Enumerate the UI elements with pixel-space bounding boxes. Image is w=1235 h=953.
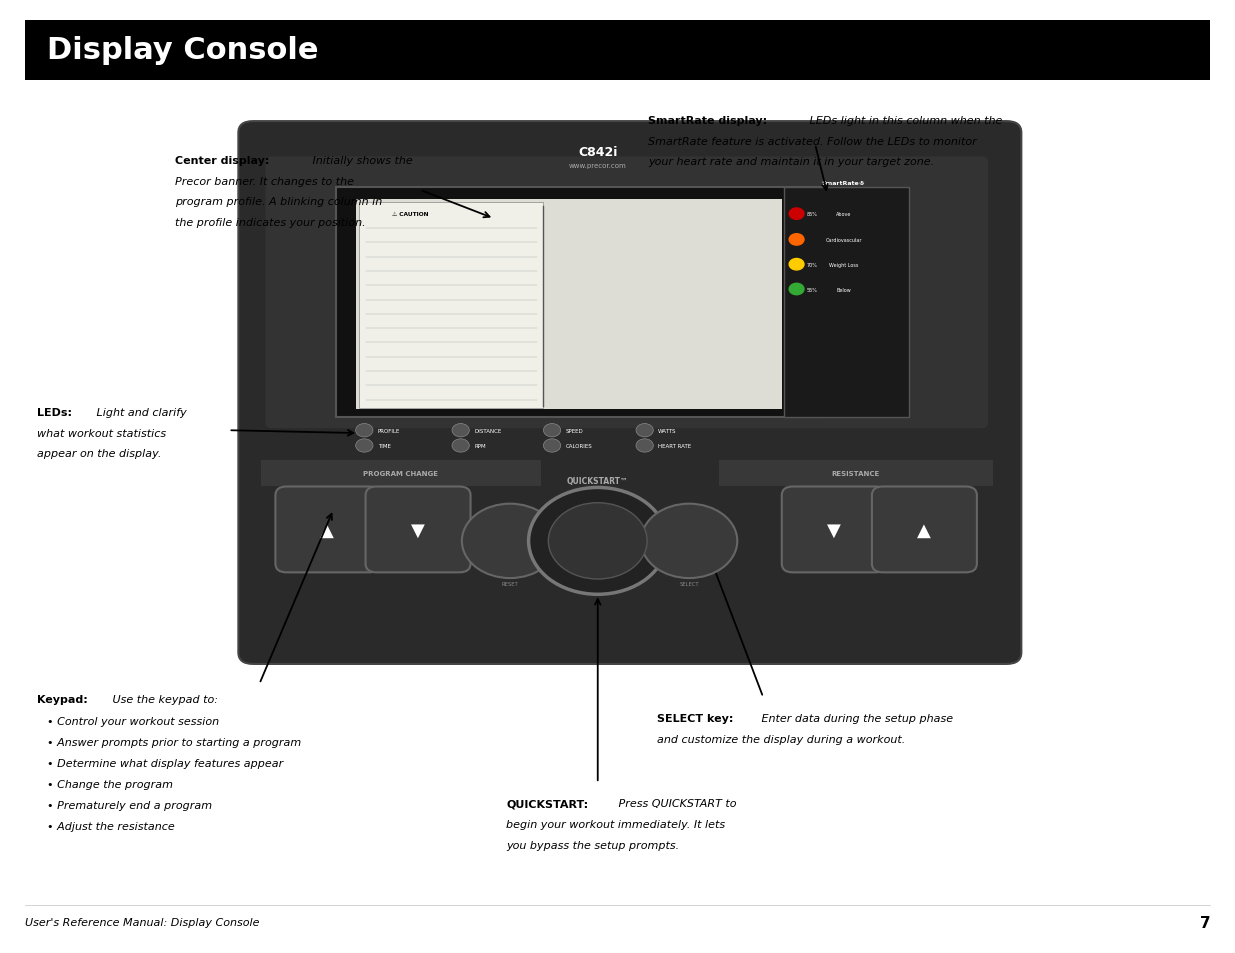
Text: 55%: 55% xyxy=(806,287,818,293)
Text: ▲: ▲ xyxy=(320,521,335,538)
FancyBboxPatch shape xyxy=(719,460,993,487)
Text: Weight Loss: Weight Loss xyxy=(829,262,858,268)
Text: Use the keypad to:: Use the keypad to: xyxy=(109,694,217,703)
Text: SmartRate display:: SmartRate display: xyxy=(648,116,767,126)
Circle shape xyxy=(356,424,373,437)
FancyBboxPatch shape xyxy=(359,203,543,409)
Text: LEDs light in this column when the: LEDs light in this column when the xyxy=(806,116,1003,126)
Circle shape xyxy=(356,439,373,453)
Text: RESISTANCE: RESISTANCE xyxy=(831,471,881,476)
Text: Above: Above xyxy=(836,212,851,217)
FancyBboxPatch shape xyxy=(356,200,782,410)
Text: begin your workout immediately. It lets: begin your workout immediately. It lets xyxy=(506,820,725,829)
Circle shape xyxy=(529,488,667,595)
Text: program profile. A blinking column in: program profile. A blinking column in xyxy=(175,197,383,207)
Circle shape xyxy=(789,259,804,271)
Text: User's Reference Manual: Display Console: User's Reference Manual: Display Console xyxy=(25,918,259,927)
Text: RESET: RESET xyxy=(500,558,520,564)
Text: RESET: RESET xyxy=(501,581,519,586)
Text: • Determine what display features appear: • Determine what display features appear xyxy=(47,759,283,768)
Text: Cardiovascular: Cardiovascular xyxy=(825,237,862,243)
Text: ▼: ▼ xyxy=(410,521,425,538)
Circle shape xyxy=(636,439,653,453)
Text: what workout statistics: what workout statistics xyxy=(37,429,167,438)
Circle shape xyxy=(543,424,561,437)
Circle shape xyxy=(452,424,469,437)
Text: SPEED: SPEED xyxy=(566,428,583,434)
FancyBboxPatch shape xyxy=(872,487,977,573)
Text: Enter data during the setup phase: Enter data during the setup phase xyxy=(758,713,953,722)
Text: SELECT: SELECT xyxy=(679,581,699,586)
Text: C842i: C842i xyxy=(578,146,618,159)
Text: • Prematurely end a program: • Prematurely end a program xyxy=(47,801,212,810)
Text: you bypass the setup prompts.: you bypass the setup prompts. xyxy=(506,841,679,850)
Text: Light and clarify: Light and clarify xyxy=(93,408,186,417)
Text: appear on the display.: appear on the display. xyxy=(37,449,162,458)
FancyBboxPatch shape xyxy=(784,188,909,417)
Text: PROGRAM CHANGE: PROGRAM CHANGE xyxy=(363,471,437,476)
FancyBboxPatch shape xyxy=(266,157,988,429)
FancyBboxPatch shape xyxy=(275,487,380,573)
Text: DISTANCE: DISTANCE xyxy=(474,428,501,434)
Text: Display Console: Display Console xyxy=(47,36,319,65)
Circle shape xyxy=(641,504,737,578)
Circle shape xyxy=(789,234,804,246)
Circle shape xyxy=(789,284,804,295)
FancyBboxPatch shape xyxy=(261,460,541,487)
Text: and customize the display during a workout.: and customize the display during a worko… xyxy=(657,734,905,743)
Text: PROFILE: PROFILE xyxy=(378,428,400,434)
Text: • Answer prompts prior to starting a program: • Answer prompts prior to starting a pro… xyxy=(47,738,301,747)
FancyBboxPatch shape xyxy=(336,188,825,417)
Text: RPM: RPM xyxy=(474,443,485,449)
Circle shape xyxy=(452,439,469,453)
Text: Center display:: Center display: xyxy=(175,156,269,166)
Text: QUICKSTART™: QUICKSTART™ xyxy=(567,476,629,486)
Text: www.precor.com: www.precor.com xyxy=(569,163,626,169)
FancyBboxPatch shape xyxy=(366,487,471,573)
FancyBboxPatch shape xyxy=(782,487,887,573)
FancyBboxPatch shape xyxy=(25,21,1210,81)
Text: 7: 7 xyxy=(1199,915,1210,930)
Text: 85%: 85% xyxy=(806,212,818,217)
Circle shape xyxy=(462,504,558,578)
Text: Keypad:: Keypad: xyxy=(37,694,88,703)
Text: the profile indicates your position.: the profile indicates your position. xyxy=(175,217,366,227)
Text: Initially shows the: Initially shows the xyxy=(309,156,412,166)
Text: 70%: 70% xyxy=(806,262,818,268)
Text: TIME: TIME xyxy=(378,443,390,449)
Circle shape xyxy=(789,209,804,220)
FancyBboxPatch shape xyxy=(238,122,1021,664)
Text: QUICKSTART:: QUICKSTART: xyxy=(506,799,588,808)
Text: • Change the program: • Change the program xyxy=(47,780,173,789)
Text: your heart rate and maintain it in your target zone.: your heart rate and maintain it in your … xyxy=(648,157,935,167)
Circle shape xyxy=(548,503,647,579)
Text: ⚠ CAUTION: ⚠ CAUTION xyxy=(391,212,429,217)
Text: SmartRate®: SmartRate® xyxy=(821,180,866,186)
Text: Press QUICKSTART to: Press QUICKSTART to xyxy=(615,799,736,808)
Text: WATTS: WATTS xyxy=(658,428,677,434)
Text: HEART RATE: HEART RATE xyxy=(658,443,692,449)
Circle shape xyxy=(636,424,653,437)
Text: ▼: ▼ xyxy=(826,521,841,538)
Text: LEDs:: LEDs: xyxy=(37,408,72,417)
Text: CALORIES: CALORIES xyxy=(566,443,593,449)
Text: SELECT key:: SELECT key: xyxy=(657,713,734,722)
Circle shape xyxy=(543,439,561,453)
Text: Below: Below xyxy=(836,287,851,293)
Text: SmartRate feature is activated. Follow the LEDs to monitor: SmartRate feature is activated. Follow t… xyxy=(648,137,977,147)
Text: SELECT: SELECT xyxy=(678,558,700,564)
Text: • Adjust the resistance: • Adjust the resistance xyxy=(47,821,174,831)
Text: ▲: ▲ xyxy=(916,521,931,538)
Text: Precor banner. It changes to the: Precor banner. It changes to the xyxy=(175,177,354,187)
Text: • Control your workout session: • Control your workout session xyxy=(47,717,219,726)
